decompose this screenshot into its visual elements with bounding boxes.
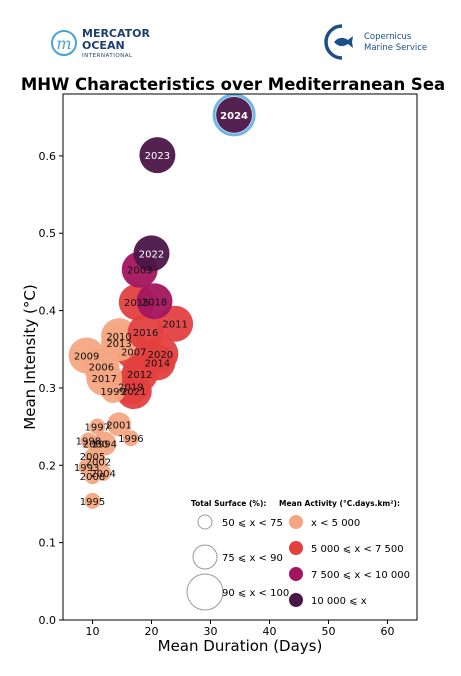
fish-icon bbox=[334, 36, 353, 48]
header: m MERCATOR OCEAN INTERNATIONAL Copernicu… bbox=[0, 0, 461, 72]
bubble-label-2011: 2011 bbox=[162, 320, 187, 331]
x-tick-label: 40 bbox=[263, 625, 277, 638]
y-axis-ticks: 0.0 0.1 0.2 0.3 0.4 0.5 0.6 bbox=[39, 150, 63, 627]
bubble-1995 bbox=[84, 492, 101, 509]
x-tick-label: 50 bbox=[322, 625, 336, 638]
y-tick-label: 0.1 bbox=[39, 537, 57, 550]
y-tick-label: 0.6 bbox=[39, 150, 57, 163]
x-tick-label: 10 bbox=[86, 625, 100, 638]
bubble-label-2015: 2015 bbox=[124, 298, 149, 309]
bubble-2022 bbox=[133, 235, 170, 272]
bubble-label-2016: 2016 bbox=[133, 328, 158, 339]
copernicus-logo: Copernicus Marine Service bbox=[324, 24, 427, 60]
logo-left-line2: OCEAN bbox=[82, 39, 125, 52]
bubble-label-2022: 2022 bbox=[139, 249, 164, 260]
bubble-1997 bbox=[89, 418, 106, 435]
logo-right-line2: Marine Service bbox=[364, 43, 427, 53]
legend-size-marker bbox=[186, 573, 224, 611]
legend-color-marker bbox=[289, 567, 303, 581]
bubble-label-1994: 1994 bbox=[92, 440, 117, 451]
bubble-label-2010: 2010 bbox=[106, 332, 131, 343]
bubble-label-2001: 2001 bbox=[106, 420, 131, 431]
mercator-ocean-emblem-letter: m bbox=[56, 34, 71, 53]
mercator-ocean-emblem bbox=[51, 30, 77, 56]
legend-size-title: Total Surface (%): bbox=[191, 499, 266, 508]
y-tick-label: 0.5 bbox=[39, 227, 57, 240]
copernicus-arc-icon bbox=[324, 24, 343, 60]
x-tick-label: 30 bbox=[204, 625, 218, 638]
bubble-1998 bbox=[80, 432, 97, 449]
legend-color-label: x < 5 000 bbox=[311, 518, 360, 529]
y-axis-label: Mean Intensity (°C) bbox=[21, 284, 39, 429]
plot-frame bbox=[62, 93, 418, 621]
bubble-label-2002: 2002 bbox=[86, 457, 111, 468]
bubble-1996 bbox=[122, 430, 139, 447]
legend-size-label: 75 ⩽ x < 90 bbox=[222, 553, 283, 564]
legend-mean-activity: Mean Activity (°C.days.km²): x < 5 000 5 … bbox=[279, 499, 410, 607]
x-axis-label: Mean Duration (Days) bbox=[158, 637, 323, 655]
legend-color-marker bbox=[289, 593, 303, 607]
y-tick-label: 0.2 bbox=[39, 459, 57, 472]
legend-size-label: 50 ⩽ x < 75 bbox=[222, 518, 283, 529]
bubble-label-2009: 2009 bbox=[74, 351, 99, 362]
y-tick-label: 0.3 bbox=[39, 382, 57, 395]
bubble-label-2003: 2003 bbox=[127, 266, 152, 277]
bubble-label-1996: 1996 bbox=[118, 434, 143, 445]
legend-color-label: 7 500 ⩽ x < 10 000 bbox=[311, 570, 410, 581]
x-tick-label: 60 bbox=[381, 625, 395, 638]
bubble-label-2005: 2005 bbox=[80, 452, 105, 463]
x-tick-label: 20 bbox=[145, 625, 159, 638]
bubble-label-1997: 1997 bbox=[84, 423, 109, 434]
mercator-ocean-logo: m MERCATOR OCEAN INTERNATIONAL bbox=[51, 27, 151, 59]
bubble-label-2007: 2007 bbox=[121, 348, 146, 359]
legend-color-title: Mean Activity (°C.days.km²): bbox=[279, 499, 400, 508]
bubble-label-2012: 2012 bbox=[127, 370, 152, 381]
chart-title: MHW Characteristics over Mediterranean S… bbox=[21, 75, 445, 94]
bubble-label-2019: 2019 bbox=[118, 382, 143, 393]
logo-right-line1: Copernicus bbox=[364, 32, 412, 42]
bubble-label-2004: 2004 bbox=[90, 469, 115, 480]
bubble-label-2008: 2008 bbox=[80, 472, 105, 483]
bubble-2018 bbox=[136, 283, 173, 320]
bubble-2010 bbox=[101, 318, 138, 355]
bubble-label-2006: 2006 bbox=[89, 362, 114, 373]
bubble-label-2018: 2018 bbox=[142, 297, 167, 308]
legend-size-marker bbox=[192, 544, 218, 570]
bubble-label-1998: 1998 bbox=[76, 437, 101, 448]
bubble-label-1995: 1995 bbox=[80, 497, 105, 508]
bubble-2005 bbox=[84, 448, 101, 465]
logo-left-line1: MERCATOR bbox=[82, 27, 151, 40]
legend-size-marker bbox=[197, 514, 213, 530]
bubble-label-2023: 2023 bbox=[145, 151, 170, 162]
y-tick-label: 0.4 bbox=[39, 305, 57, 318]
legend-color-label: 10 000 ⩽ x bbox=[311, 596, 367, 607]
bubble-label-1999: 1999 bbox=[100, 387, 125, 398]
bubble-label-2000: 2000 bbox=[83, 440, 108, 451]
bubble-1999 bbox=[101, 379, 126, 404]
bubble-label-2021: 2021 bbox=[121, 387, 146, 398]
legend-color-marker bbox=[289, 515, 303, 529]
bubble-2023 bbox=[139, 137, 176, 174]
bubble-label-1993: 1993 bbox=[74, 463, 99, 474]
bubble-2009 bbox=[68, 337, 105, 374]
x-axis-ticks: 10 20 30 40 50 60 bbox=[86, 620, 395, 638]
legend-color-marker bbox=[289, 541, 303, 555]
bubble-label-2014: 2014 bbox=[145, 358, 170, 369]
logo-left-line3: INTERNATIONAL bbox=[82, 53, 133, 59]
legend-color-label: 5 000 ⩽ x < 7 500 bbox=[311, 544, 404, 555]
y-tick-label: 0.0 bbox=[39, 614, 57, 627]
highlight-ring-2024 bbox=[212, 93, 256, 137]
bubble-2016 bbox=[127, 314, 164, 351]
bubble-label-2013: 2013 bbox=[106, 339, 131, 350]
bubble-label-2024: 2024 bbox=[220, 111, 248, 122]
bubble-label-2020: 2020 bbox=[148, 350, 173, 361]
bubble-2024 bbox=[216, 96, 253, 133]
legend-total-surface: Total Surface (%): 50 ⩽ x < 75 75 ⩽ x < 9… bbox=[186, 499, 289, 611]
legend-size-label: 90 ⩽ x < 100 bbox=[222, 588, 289, 599]
bubble-label-2017: 2017 bbox=[92, 374, 117, 385]
bubble-2001 bbox=[107, 412, 132, 437]
plot-points: 1993 1994 1995 1996 1997 1998 1999 2000 2001 2002… bbox=[68, 93, 256, 509]
